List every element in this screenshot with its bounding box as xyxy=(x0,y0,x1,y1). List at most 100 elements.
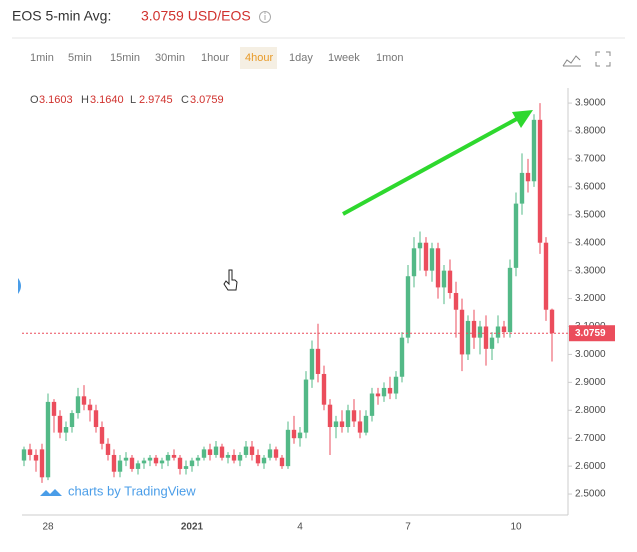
candle-body xyxy=(309,348,315,380)
toolbar-icons[interactable] xyxy=(562,51,611,67)
candle-body xyxy=(225,454,231,458)
info-icon[interactable] xyxy=(259,11,271,23)
candle-body xyxy=(285,429,291,467)
candle-body xyxy=(291,429,297,439)
legend-letter: O xyxy=(30,94,39,106)
candle-body xyxy=(333,421,339,428)
legend-value: 3.1640 xyxy=(90,94,124,106)
candle-body xyxy=(387,387,393,394)
side-handle[interactable] xyxy=(18,278,21,294)
candle-body xyxy=(327,404,333,428)
candle-body xyxy=(429,248,435,271)
candle-body xyxy=(183,466,189,469)
legend-value: 3.0759 xyxy=(190,94,224,106)
candle-body xyxy=(267,449,273,458)
candle-body xyxy=(483,326,489,349)
candle-body xyxy=(123,457,129,461)
y-tick-label: 3.4000 xyxy=(575,237,606,248)
legend-letter: L xyxy=(130,94,136,106)
header-title: EOS 5-min Avg: xyxy=(12,8,111,24)
candle-body xyxy=(33,454,39,461)
x-tick-label: 4 xyxy=(297,522,303,533)
candle-body xyxy=(39,449,45,478)
candle-body xyxy=(147,457,153,461)
candle-body xyxy=(237,454,243,461)
candle-body xyxy=(441,270,447,288)
candle-body xyxy=(177,457,183,469)
candle-body xyxy=(135,463,141,469)
candle-body xyxy=(81,396,87,405)
candle-body xyxy=(51,401,57,416)
active-timeframe-bg xyxy=(240,47,277,69)
candle-body xyxy=(111,454,117,472)
watermark-text: charts by TradingView xyxy=(68,483,196,498)
last-price-label: 3.0759 xyxy=(575,328,606,339)
legend-value: 3.1603 xyxy=(39,94,73,106)
candle-body xyxy=(201,449,207,458)
candle-body xyxy=(339,421,345,428)
candle-body xyxy=(219,446,225,458)
candle-body xyxy=(351,410,357,422)
candle-body xyxy=(21,449,27,461)
candle-body xyxy=(261,457,267,464)
candle-body xyxy=(423,242,429,271)
y-tick-label: 3.5000 xyxy=(575,209,606,220)
legend-letter: H xyxy=(81,94,89,106)
candle-body xyxy=(45,401,51,478)
y-tick-label: 2.9000 xyxy=(575,377,606,388)
candle-body xyxy=(87,404,93,411)
header-price: 3.0759 USD/EOS xyxy=(141,8,251,24)
candle-body xyxy=(549,309,555,334)
timeframe-button[interactable]: 1hour xyxy=(201,52,229,64)
candle-body xyxy=(363,415,369,433)
candle-body xyxy=(321,373,327,405)
x-tick-label: 28 xyxy=(42,522,54,533)
last-price-box xyxy=(569,325,615,342)
timeframe-button[interactable]: 1day xyxy=(289,52,313,64)
legend-letter: C xyxy=(181,94,189,106)
timeframe-button[interactable]: 5min xyxy=(68,52,92,64)
candle-body xyxy=(399,337,405,377)
candle-body xyxy=(489,337,495,349)
candle-body xyxy=(435,248,441,288)
candle-body xyxy=(255,454,261,464)
candle-body xyxy=(27,449,33,455)
candle-body xyxy=(207,449,213,455)
y-tick-label: 2.8000 xyxy=(575,405,606,416)
x-tick-label: 10 xyxy=(510,522,522,533)
timeframe-button[interactable]: 15min xyxy=(110,52,140,64)
timeframe-button[interactable]: 1week xyxy=(328,52,360,64)
candle-body xyxy=(153,457,159,464)
candle-body xyxy=(315,348,321,374)
y-tick-label: 3.0000 xyxy=(575,349,606,360)
y-tick-label: 3.8000 xyxy=(575,126,606,137)
candle-body xyxy=(495,326,501,338)
x-tick-label: 7 xyxy=(405,522,411,533)
candle-body xyxy=(447,270,453,293)
candle-body xyxy=(105,443,111,455)
candle-body xyxy=(75,396,81,414)
timeframe-button[interactable]: 30min xyxy=(155,52,185,64)
candle-body xyxy=(531,119,537,182)
candle-body xyxy=(159,460,165,464)
timeframe-button[interactable]: 4hour xyxy=(245,52,273,64)
cursor xyxy=(223,269,238,291)
candle-body xyxy=(369,393,375,416)
candle-body xyxy=(381,387,387,397)
candle-body xyxy=(279,457,285,467)
candle-body xyxy=(519,172,525,204)
candle-body xyxy=(501,326,507,333)
y-tick-label: 2.7000 xyxy=(575,433,606,444)
y-tick-label: 2.5000 xyxy=(575,489,606,500)
timeframe-button[interactable]: 1mon xyxy=(376,52,404,64)
timeframe-button[interactable]: 1min xyxy=(30,52,54,64)
watermark: charts by TradingView xyxy=(40,483,196,498)
candle-body xyxy=(459,309,465,355)
candle-body xyxy=(297,432,303,439)
candle-body xyxy=(357,421,363,433)
candle-body xyxy=(117,460,123,472)
candle-body xyxy=(393,376,399,394)
candle-body xyxy=(243,446,249,455)
